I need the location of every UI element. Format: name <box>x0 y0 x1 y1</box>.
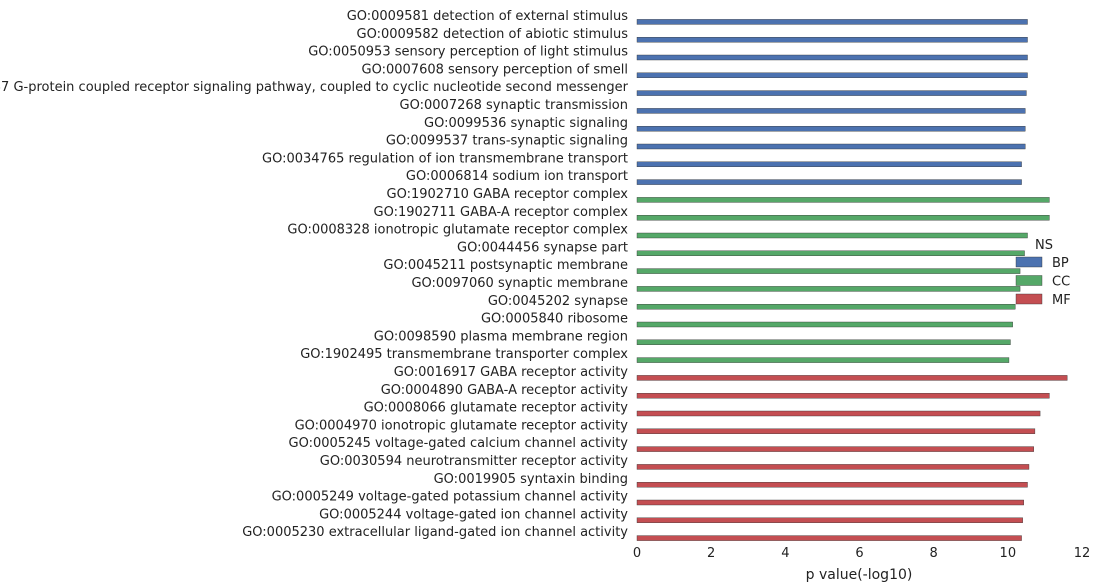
category-label: GO:0044456 synapse part <box>457 240 628 255</box>
category-label: GO:0005249 voltage-gated potassium chann… <box>272 490 629 505</box>
x-tick-label: 2 <box>707 546 715 561</box>
category-label: GO:0007187 G-protein coupled receptor si… <box>0 80 629 95</box>
bar-bp <box>636 54 1028 61</box>
bar-cc <box>636 339 1011 345</box>
x-axis-label: p value(-log10) <box>806 567 913 583</box>
bar-mf <box>636 535 1022 541</box>
category-label: GO:0008328 ionotropic glutamate receptor… <box>287 223 628 238</box>
bar-bp <box>636 19 1028 25</box>
category-label: GO:0007268 synaptic transmission <box>400 98 628 113</box>
bar-cc <box>636 268 1021 274</box>
bar-bp <box>636 72 1028 79</box>
x-tick-label: 12 <box>1074 546 1091 561</box>
x-tick-label: 6 <box>855 546 863 561</box>
bar-mf <box>636 499 1024 506</box>
legend-label-mf: MF <box>1052 293 1071 308</box>
bar-mf <box>636 464 1030 470</box>
bar-cc <box>636 232 1028 239</box>
bar-bp <box>636 125 1026 132</box>
bar-bp <box>636 161 1022 168</box>
category-label: GO:0009581 detection of external stimulu… <box>347 9 629 24</box>
x-tick-label: 8 <box>930 546 938 561</box>
bar-mf <box>636 482 1028 488</box>
bar-cc <box>636 357 1010 363</box>
bar-mf <box>636 375 1068 381</box>
legend: NS BP CC MF <box>1015 238 1071 308</box>
bar-cc <box>636 286 1021 292</box>
bar-cc <box>636 250 1025 257</box>
category-label: GO:0005230 extracellular ligand-gated io… <box>242 525 628 540</box>
category-label: GO:1902711 GABA-A receptor complex <box>374 205 629 220</box>
category-label: GO:0034765 regulation of ion transmembra… <box>262 151 628 166</box>
category-label: GO:0005840 ribosome <box>481 312 628 327</box>
category-label: GO:0005244 voltage-gated ion channel act… <box>319 507 628 522</box>
category-label: GO:1902495 transmembrane transporter com… <box>300 347 628 362</box>
bar-bp <box>636 90 1027 96</box>
category-label: GO:0045202 synapse <box>488 294 628 309</box>
x-tick-label: 10 <box>1000 546 1017 561</box>
legend-label-bp: BP <box>1052 256 1069 271</box>
legend-title: NS <box>1035 238 1053 253</box>
legend-swatch-cc <box>1015 275 1043 286</box>
bar-cc <box>636 197 1050 203</box>
bar-mf <box>636 446 1034 452</box>
bar-bp <box>636 37 1028 43</box>
bar-mf <box>636 428 1036 434</box>
bar-cc <box>636 321 1013 328</box>
category-label: GO:0099537 trans-synaptic signaling <box>386 134 628 149</box>
bar-mf <box>636 410 1041 417</box>
category-label: GO:0004890 GABA-A receptor activity <box>381 383 629 398</box>
bar-mf <box>636 517 1023 523</box>
bar-bp <box>636 108 1026 114</box>
category-label: GO:0006814 sodium ion transport <box>406 169 628 184</box>
category-label: GO:0007608 sensory perception of smell <box>362 62 628 77</box>
bar-mf <box>636 393 1050 399</box>
legend-swatch-mf <box>1015 293 1043 305</box>
bars <box>636 19 1068 541</box>
category-label: GO:0016917 GABA receptor activity <box>394 365 629 380</box>
legend-swatch-bp <box>1015 256 1043 268</box>
category-label: GO:0099536 synaptic signaling <box>424 116 628 131</box>
category-label: GO:0004970 ionotropic glutamate receptor… <box>295 418 629 433</box>
bar-bp <box>636 179 1022 185</box>
category-labels: GO:0009581 detection of external stimulu… <box>0 9 629 540</box>
category-label: GO:0019905 syntaxin binding <box>434 472 628 487</box>
category-label: GO:1902710 GABA receptor complex <box>387 187 629 202</box>
legend-label-cc: CC <box>1052 275 1070 290</box>
category-label: GO:0030594 neurotransmitter receptor act… <box>320 454 629 469</box>
category-label: GO:0045211 postsynaptic membrane <box>383 258 628 273</box>
category-label: GO:0009582 detection of abiotic stimulus <box>357 27 629 42</box>
category-label: GO:0008066 glutamate receptor activity <box>364 401 629 416</box>
bar-cc <box>636 304 1016 310</box>
bar-cc <box>636 214 1050 221</box>
category-label: GO:0098590 plasma membrane region <box>374 329 628 344</box>
category-label: GO:0097060 synaptic membrane <box>411 276 628 291</box>
category-label: GO:0050953 sensory perception of light s… <box>308 45 628 60</box>
category-label: GO:0005245 voltage-gated calcium channel… <box>289 436 629 451</box>
x-axis: 0 2 4 6 8 10 12 <box>633 546 1090 561</box>
x-tick-label: 0 <box>633 546 641 561</box>
bar-bp <box>636 143 1026 150</box>
x-tick-label: 4 <box>781 546 789 561</box>
